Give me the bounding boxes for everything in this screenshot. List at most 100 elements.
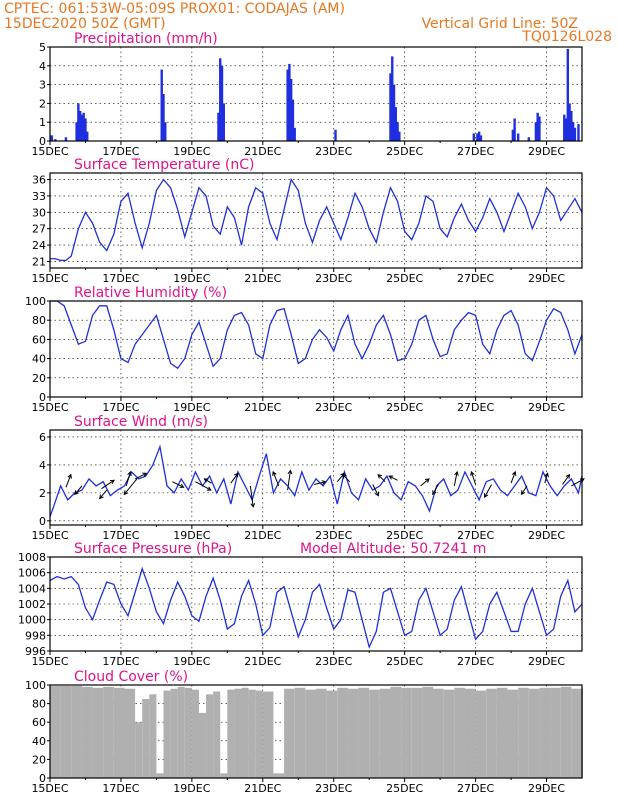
y-tick-label: 0 <box>39 515 46 528</box>
wind-arrowhead <box>142 472 148 477</box>
header-location: CPTEC: 061:53W-05:09S PROX01: CODAJAS (A… <box>4 1 345 17</box>
wind-vector-arrow <box>377 474 386 483</box>
precip-bar <box>571 122 575 141</box>
precip-bar <box>64 137 68 141</box>
wind-vector-arrow <box>562 474 570 485</box>
x-tick-label: 21DEC <box>244 529 281 542</box>
y-tick-label: 80 <box>32 314 46 327</box>
precip-bar <box>511 129 515 141</box>
precip-bar <box>334 129 337 141</box>
precip-bar <box>219 58 222 141</box>
cloud-column <box>539 687 551 778</box>
precip-bar <box>476 133 479 141</box>
precip-bar <box>568 103 571 141</box>
y-tick-label: 24 <box>32 239 46 252</box>
cloud-column <box>496 687 508 778</box>
cloud-column <box>411 687 423 778</box>
x-tick-label: 15DEC <box>31 655 68 668</box>
y-tick-label: 1002 <box>18 598 46 611</box>
wind-arrowhead <box>454 470 459 476</box>
precip-bar <box>220 65 224 141</box>
precip-bar <box>573 127 577 141</box>
cloud-column <box>135 722 143 778</box>
press-panel: 996 998 1000 1002 1004 1006 1008 15DEC 17DEC 19DE… <box>18 541 583 668</box>
x-tick-label: 21DEC <box>244 782 281 795</box>
header-vertical-grid: Vertical Grid Line: 50Z <box>422 16 578 32</box>
cloud-column <box>113 687 125 778</box>
wind-arrowhead <box>206 486 212 491</box>
cloud-column <box>198 712 207 778</box>
cloud-column <box>550 687 561 778</box>
precip-bar <box>217 112 220 141</box>
x-tick-label: 27DEC <box>457 529 494 542</box>
wind-arrowhead <box>234 472 239 478</box>
x-tick-label: 17DEC <box>102 782 139 795</box>
precip-bar <box>536 112 539 141</box>
wind-vector-arrow <box>287 470 291 491</box>
precip-bar <box>477 131 481 141</box>
precip-panel: 0 1 2 3 4 5 15DEC 17DEC 19DEC 21DEC 23DEC 25DEC 27DE… <box>31 31 583 158</box>
precip-bar <box>84 118 87 141</box>
wind-arrowhead <box>179 483 185 488</box>
cloud-column <box>170 688 178 778</box>
cloud-column <box>486 688 497 778</box>
x-tick-label: 21DEC <box>244 272 281 285</box>
x-tick-label: 29DEC <box>528 655 565 668</box>
wind-vector-arrow <box>388 475 398 481</box>
wind-arrowhead <box>544 472 549 478</box>
precip-bar <box>566 48 570 141</box>
x-tick-label: 23DEC <box>315 782 352 795</box>
precip-bar <box>398 131 401 141</box>
x-tick-label: 15DEC <box>31 401 68 414</box>
temp-panel: 21 24 27 30 33 36 15DEC 17DEC 19DEC 21DEC 23DEC 25D… <box>31 157 583 285</box>
cloud-column <box>234 688 242 778</box>
precip-bar <box>78 110 82 141</box>
precip-bar <box>77 103 80 141</box>
wind-arrowhead <box>425 478 430 483</box>
wind-frame <box>49 429 583 526</box>
wind-arrowhead <box>377 473 383 479</box>
y-tick-label: 1004 <box>18 582 46 595</box>
x-tick-label: 17DEC <box>102 272 139 285</box>
cloud-column <box>326 690 338 778</box>
temp-frame <box>49 172 583 269</box>
cloud-column <box>163 690 171 778</box>
cloud-column <box>464 688 476 778</box>
cloud-column <box>262 691 274 778</box>
wind-vector-arrow <box>125 471 131 487</box>
precip-bar <box>479 135 483 141</box>
x-tick-label: 25DEC <box>386 272 423 285</box>
y-tick-label: 40 <box>32 735 46 748</box>
wind-vector-arrow <box>484 484 492 498</box>
wind-arrowhead <box>341 473 347 479</box>
cloud-column <box>124 688 136 778</box>
cloud-column <box>475 690 487 778</box>
y-tick-label: 3 <box>39 79 46 92</box>
rh-panel: 0 20 40 60 80 100 15DEC 17DEC 19DEC 21DEC 23DEC 25D… <box>25 285 583 414</box>
precip-bar <box>516 133 520 141</box>
y-tick-label: 0 <box>39 135 46 148</box>
x-tick-label: 17DEC <box>102 655 139 668</box>
precip-bar <box>222 103 225 141</box>
wind-arrowhead <box>74 490 79 496</box>
wind-arrowhead <box>287 469 293 475</box>
cloud-column <box>220 773 228 778</box>
cloud-column <box>227 689 235 778</box>
cloud-column <box>50 685 61 778</box>
precip-bar <box>293 127 296 141</box>
wind-vector-arrow <box>521 485 528 495</box>
cloud-column <box>149 694 157 778</box>
temp-title: Surface Temperature (nC) <box>74 157 255 173</box>
x-tick-label: 23DEC <box>315 401 352 414</box>
wind-vector-arrow <box>172 481 184 488</box>
precip-title: Precipitation (mm/h) <box>74 31 218 47</box>
x-tick-label: 19DEC <box>173 782 210 795</box>
y-tick-label: 100 <box>25 295 46 308</box>
y-tick-label: 2 <box>39 487 46 500</box>
x-tick-label: 21DEC <box>244 401 281 414</box>
x-tick-label: 19DEC <box>173 401 210 414</box>
x-tick-label: 29DEC <box>528 401 565 414</box>
y-tick-label: 80 <box>32 698 46 711</box>
precip-bar <box>527 137 530 141</box>
